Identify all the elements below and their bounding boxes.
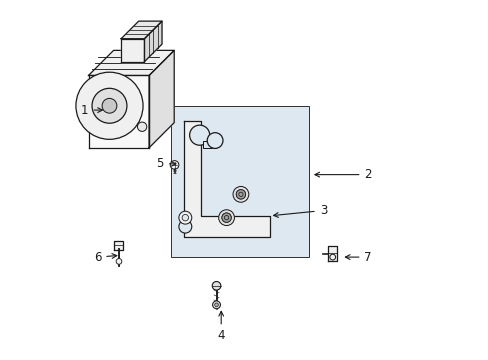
Polygon shape: [121, 39, 144, 62]
Circle shape: [76, 72, 143, 139]
Polygon shape: [88, 76, 149, 148]
Circle shape: [182, 215, 188, 221]
Polygon shape: [328, 246, 336, 261]
Text: 5: 5: [156, 157, 176, 170]
Polygon shape: [114, 241, 122, 250]
Circle shape: [233, 186, 248, 202]
Circle shape: [179, 220, 191, 233]
Circle shape: [224, 216, 228, 220]
Polygon shape: [183, 121, 270, 237]
Text: 2: 2: [314, 168, 371, 181]
Circle shape: [212, 301, 220, 309]
Circle shape: [102, 98, 117, 113]
Circle shape: [236, 190, 245, 199]
Text: 6: 6: [94, 251, 117, 264]
Polygon shape: [144, 21, 162, 62]
Circle shape: [218, 210, 234, 226]
Circle shape: [92, 88, 127, 123]
Circle shape: [170, 161, 179, 169]
Circle shape: [179, 211, 191, 224]
Circle shape: [189, 125, 209, 145]
Circle shape: [207, 133, 223, 148]
Text: 7: 7: [345, 251, 371, 264]
Circle shape: [222, 213, 231, 222]
Circle shape: [236, 190, 245, 199]
Bar: [203, 141, 212, 148]
Text: 3: 3: [273, 204, 326, 217]
Circle shape: [116, 258, 122, 264]
Circle shape: [329, 254, 335, 260]
Bar: [171, 107, 308, 257]
Polygon shape: [121, 21, 162, 39]
Circle shape: [222, 213, 231, 222]
Text: 1: 1: [81, 104, 102, 117]
Polygon shape: [149, 50, 174, 148]
Polygon shape: [88, 50, 174, 76]
Circle shape: [214, 303, 218, 307]
Circle shape: [238, 192, 243, 197]
Circle shape: [137, 122, 146, 131]
Text: 4: 4: [217, 311, 224, 342]
Circle shape: [212, 282, 221, 290]
